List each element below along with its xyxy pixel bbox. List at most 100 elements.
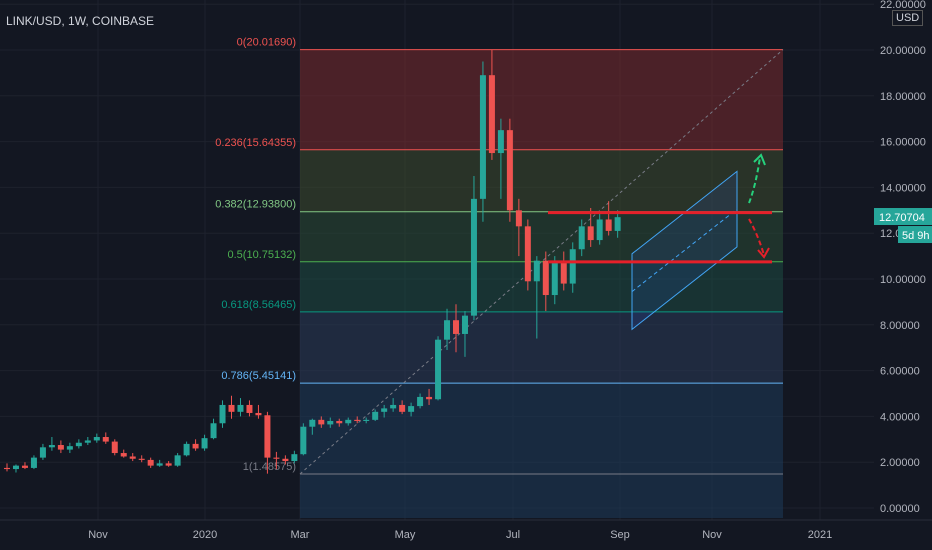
candle-body bbox=[21, 465, 28, 468]
candle-body bbox=[183, 443, 190, 456]
candle-body bbox=[309, 419, 316, 427]
price-axis[interactable]: 0.00000 2.00000 4.00000 6.00000 8.00000 10.00… bbox=[874, 0, 932, 550]
candle-body bbox=[318, 419, 325, 425]
candle-body bbox=[578, 226, 585, 250]
candle-body bbox=[219, 404, 226, 424]
fib-level-label: 0(20.01690) bbox=[237, 37, 296, 49]
candle-body bbox=[345, 419, 352, 424]
candle-body bbox=[120, 453, 127, 457]
time-tick-label: May bbox=[395, 529, 416, 541]
candle-body bbox=[174, 455, 181, 466]
currency-badge[interactable]: USD bbox=[892, 10, 924, 26]
candle-body bbox=[542, 260, 549, 296]
symbol-title: LINK/USD, 1W, COINBASE bbox=[6, 14, 155, 28]
candle-body bbox=[417, 396, 424, 407]
candle-body bbox=[533, 260, 540, 282]
fib-zone bbox=[300, 149, 783, 212]
candle-body bbox=[408, 406, 415, 412]
candle-body bbox=[138, 458, 145, 460]
candle-body bbox=[461, 315, 468, 334]
fib-trend-line[interactable] bbox=[299, 49, 784, 475]
price-tick-label: 2.00000 bbox=[880, 457, 920, 469]
fib-zone bbox=[300, 383, 783, 474]
price-tick-label: 18.00000 bbox=[880, 91, 926, 103]
down-arrow[interactable] bbox=[748, 218, 765, 256]
candle-body bbox=[201, 438, 208, 449]
candle-body bbox=[479, 75, 486, 199]
fib-level-label: 0.618(8.56465) bbox=[221, 299, 296, 311]
time-axis[interactable]: Nov 2020 Mar May Jul Sep Nov 2021 bbox=[0, 519, 932, 541]
time-tick-label: Jul bbox=[506, 529, 520, 541]
candle-body bbox=[4, 467, 10, 470]
last-price-tag bbox=[874, 208, 932, 226]
price-axis-bg bbox=[874, 0, 932, 550]
fib-zone bbox=[300, 311, 783, 384]
candle-body bbox=[39, 447, 46, 458]
countdown-tag bbox=[898, 226, 932, 244]
candle-body bbox=[560, 260, 567, 284]
candle-body bbox=[237, 404, 244, 412]
support-resistance-lines[interactable] bbox=[548, 211, 772, 264]
candle-body bbox=[524, 226, 531, 282]
candle-body bbox=[587, 226, 594, 241]
projection-arrows[interactable] bbox=[748, 153, 770, 259]
fib-level-label: 0.382(12.93800) bbox=[215, 199, 296, 211]
time-tick-label: Nov bbox=[702, 529, 722, 541]
candle-body bbox=[147, 459, 154, 466]
price-tick-label: 20.00000 bbox=[880, 45, 926, 57]
up-arrowhead bbox=[753, 153, 766, 166]
candle-body bbox=[470, 198, 477, 316]
fib-zone bbox=[300, 49, 783, 150]
last-price-label: 12.70704 bbox=[879, 212, 925, 224]
candle-body bbox=[300, 426, 307, 455]
candle-body bbox=[57, 445, 64, 450]
fib-zone bbox=[300, 211, 783, 262]
time-tick-label: Sep bbox=[610, 529, 630, 541]
price-tick-label: 16.00000 bbox=[880, 137, 926, 149]
price-tick-label: 4.00000 bbox=[880, 411, 920, 423]
candle-body bbox=[282, 458, 289, 462]
candle-body bbox=[102, 437, 109, 442]
time-tick-label: 2021 bbox=[808, 529, 832, 541]
candle-body bbox=[246, 404, 253, 413]
candle-body bbox=[435, 339, 442, 400]
candle-body bbox=[497, 130, 504, 154]
candle-body bbox=[426, 396, 433, 400]
fib-zone bbox=[300, 261, 783, 312]
candle-body bbox=[390, 404, 397, 409]
fib-level-label: 0.786(5.45141) bbox=[221, 370, 296, 382]
channel-midline bbox=[631, 208, 738, 292]
candle-body bbox=[264, 415, 271, 458]
candle-body bbox=[75, 442, 82, 447]
candle-body bbox=[129, 456, 136, 459]
time-tick-label: 2020 bbox=[193, 529, 217, 541]
price-tick-label: 22.00000 bbox=[880, 0, 926, 11]
candle-body bbox=[192, 443, 199, 449]
candle-body bbox=[488, 75, 495, 154]
candle-body bbox=[228, 404, 235, 412]
parallel-channel[interactable] bbox=[631, 170, 738, 331]
candle-body bbox=[165, 463, 172, 466]
candle-body bbox=[327, 420, 334, 425]
candle-body bbox=[399, 404, 406, 412]
candle-body bbox=[255, 412, 262, 416]
price-tick-label: 8.00000 bbox=[880, 320, 920, 332]
candle-body bbox=[48, 445, 55, 448]
price-tick-label: 14.00000 bbox=[880, 182, 926, 194]
candle-body bbox=[84, 440, 91, 443]
candle-body bbox=[336, 420, 343, 424]
candle-body bbox=[111, 441, 118, 454]
candle-body bbox=[569, 249, 576, 284]
fib-retracement[interactable]: 0(20.01690) 0.236(15.64355) 0.382(12.93800… bbox=[215, 37, 784, 518]
candle-body bbox=[30, 457, 37, 468]
time-tick-label: Nov bbox=[88, 529, 108, 541]
candle-body bbox=[273, 457, 280, 459]
candle-body bbox=[66, 446, 73, 450]
price-tick-label: 10.00000 bbox=[880, 274, 926, 286]
price-tick-label: 0.00000 bbox=[880, 503, 920, 515]
candle-body bbox=[551, 260, 558, 296]
price-tick-label: 6.00000 bbox=[880, 366, 920, 378]
up-arrow[interactable] bbox=[748, 156, 761, 204]
candle-body bbox=[156, 463, 163, 466]
